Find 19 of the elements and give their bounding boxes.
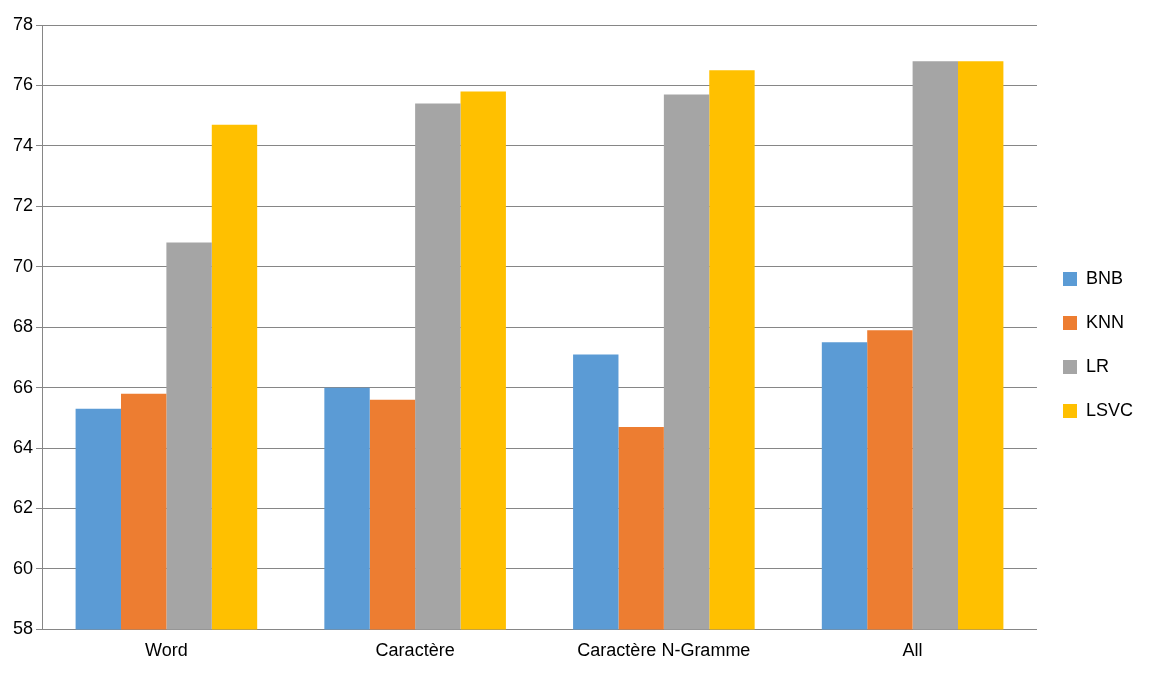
y-tick-label: 78 — [12, 13, 34, 34]
legend-label: BNB — [1085, 267, 1123, 288]
y-tick-label: 60 — [12, 557, 34, 578]
legend-label: LR — [1085, 355, 1109, 376]
y-tick-label: 58 — [12, 618, 34, 639]
y-tick-label: 76 — [12, 74, 34, 95]
y-tick-label: 62 — [12, 497, 34, 518]
y-tick-label: 64 — [12, 437, 34, 458]
y-tick-label: 66 — [12, 376, 34, 397]
x-tick-label: Caractère N-Gramme — [577, 640, 751, 661]
x-tick-label: All — [902, 640, 923, 661]
y-tick-label: 70 — [12, 255, 34, 276]
x-tick-label: Word — [145, 640, 188, 661]
y-tick-label: 68 — [12, 316, 34, 337]
y-tick-label: 72 — [12, 195, 34, 216]
x-tick-label: Caractère — [375, 640, 455, 661]
y-tick-label: 74 — [12, 134, 34, 155]
legend-label: KNN — [1085, 311, 1124, 332]
legend-label: LSVC — [1085, 399, 1134, 420]
